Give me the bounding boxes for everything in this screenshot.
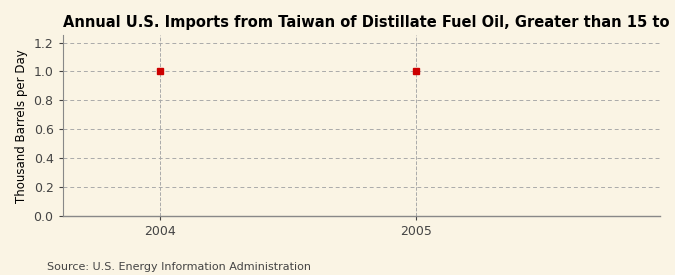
Y-axis label: Thousand Barrels per Day: Thousand Barrels per Day — [15, 49, 28, 202]
Text: Annual U.S. Imports from Taiwan of Distillate Fuel Oil, Greater than 15 to 500 p: Annual U.S. Imports from Taiwan of Disti… — [63, 15, 675, 30]
Text: Source: U.S. Energy Information Administration: Source: U.S. Energy Information Administ… — [47, 262, 311, 272]
